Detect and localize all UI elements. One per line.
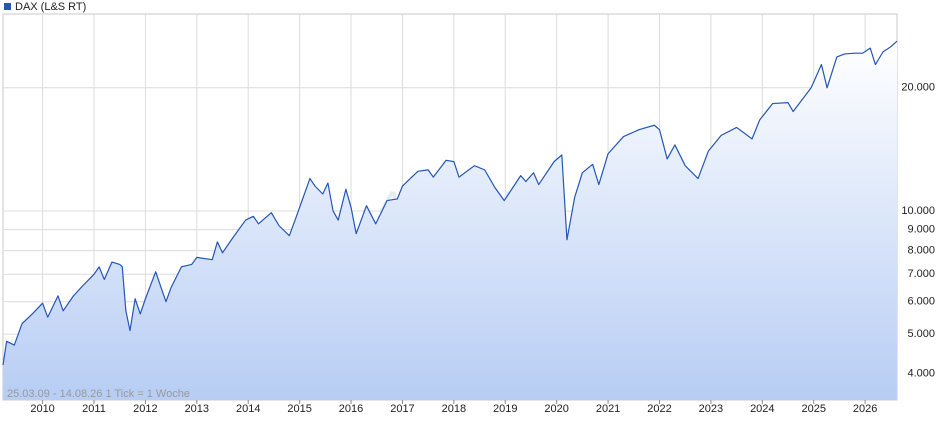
y-tick-label: 9.000 [907, 224, 935, 236]
x-tick-label: 2024 [750, 403, 774, 415]
y-tick-label: 7.000 [907, 268, 935, 280]
area-fill [3, 41, 897, 400]
x-tick-label: 2019 [493, 403, 517, 415]
x-tick-label: 2021 [596, 403, 620, 415]
x-tick-label: 2014 [236, 403, 260, 415]
y-tick-label: 8.000 [907, 244, 935, 256]
x-tick-label: 2023 [699, 403, 723, 415]
x-tick-label: 2016 [339, 403, 363, 415]
y-tick-label: 4.000 [907, 368, 935, 380]
x-tick-label: 2022 [647, 403, 671, 415]
x-tick-label: 2020 [544, 403, 568, 415]
price-line [2, 40, 898, 366]
y-tick-label: 5.000 [907, 328, 935, 340]
x-tick-label: 2011 [82, 403, 106, 415]
labels: 4.000 5.000 6.000 7.000 8.000 9.000 10.000 20.0… [30, 82, 935, 415]
x-tick-label: 2013 [185, 403, 209, 415]
x-tick-label: 2026 [853, 403, 877, 415]
x-tick-label: 2012 [133, 403, 157, 415]
legend-swatch [4, 3, 11, 10]
y-tick-label: 10.000 [901, 205, 935, 217]
x-tick-label: 2015 [287, 403, 311, 415]
range-note: 25.03.09 - 14.08.26 1 Tick = 1 Woche [7, 388, 190, 400]
plot [2, 40, 898, 400]
legend-label: DAX (L&S RT) [15, 1, 86, 13]
x-tick-label: 2010 [30, 403, 54, 415]
x-tick-label: 2018 [442, 403, 466, 415]
x-tick-label: 2025 [801, 403, 825, 415]
y-tick-label: 6.000 [907, 296, 935, 308]
x-tick-label: 2017 [390, 403, 414, 415]
y-tick-label: 20.000 [901, 82, 935, 94]
